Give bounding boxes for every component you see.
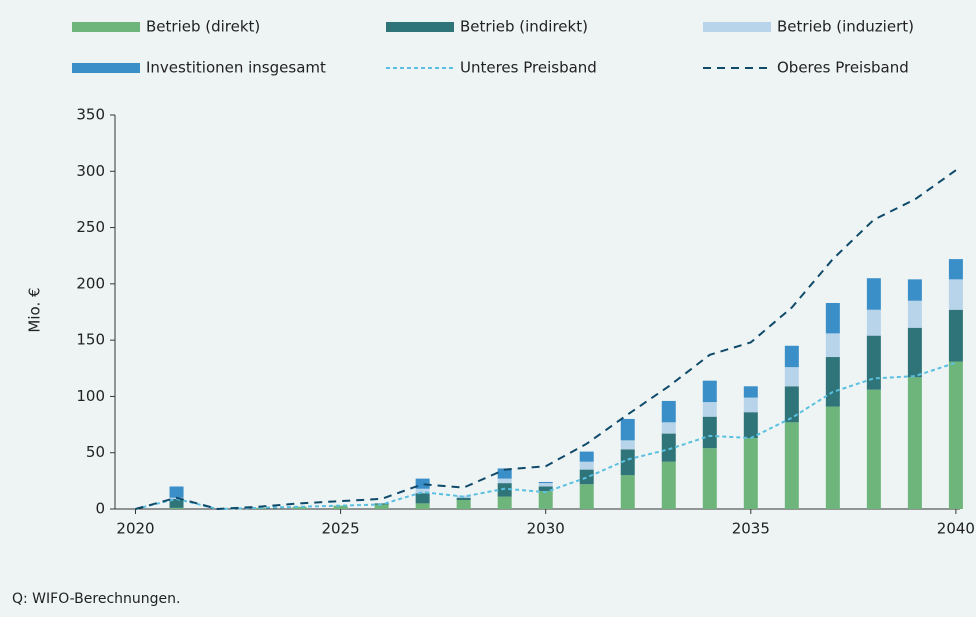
bar-segment (415, 493, 430, 504)
bar-segment (784, 386, 799, 423)
bar-segment (620, 440, 635, 450)
bar-segment (169, 498, 184, 508)
bar-segment (948, 259, 963, 280)
bar-segment (702, 402, 717, 417)
bar-segment (907, 300, 922, 328)
bar-segment (497, 468, 512, 479)
bar-segment (825, 302, 840, 334)
legend-label: Investitionen insgesamt (146, 59, 326, 77)
x-tick-label: 2035 (732, 520, 770, 538)
x-tick-label: 2040 (937, 520, 975, 538)
bar-segment (415, 488, 430, 494)
y-tick-label: 350 (76, 106, 105, 124)
bar-segment (333, 505, 348, 509)
bar-segment (661, 461, 676, 509)
bar-segment (784, 367, 799, 387)
legend-label: Oberes Preisband (777, 59, 909, 77)
bar-segment (456, 499, 471, 509)
legend-label: Betrieb (induziert) (777, 18, 914, 36)
x-tick-label: 2025 (322, 520, 360, 538)
y-tick-label: 50 (86, 443, 105, 461)
bar-segment (948, 309, 963, 362)
line (135, 361, 957, 511)
bar-segment (948, 361, 963, 509)
line (135, 169, 957, 511)
bar-segment (743, 386, 758, 398)
bar-segment (497, 483, 512, 497)
legend-label: Betrieb (indirekt) (460, 18, 588, 36)
y-tick-label: 0 (95, 500, 105, 518)
bar-segment (702, 448, 717, 509)
legend-swatch (72, 22, 140, 32)
bar-segment (661, 400, 676, 423)
bar-segment (661, 433, 676, 462)
bar-segment (169, 486, 184, 498)
bar-segment (743, 412, 758, 439)
bar-segment (907, 279, 922, 301)
bar-segment (743, 438, 758, 509)
y-tick-label: 250 (76, 218, 105, 236)
legend-label: Unteres Preisband (460, 59, 597, 77)
bar-segment (292, 506, 307, 509)
legend-swatch (72, 63, 140, 73)
bar-segment (538, 483, 553, 487)
bar-segment (620, 475, 635, 509)
bar-segment (620, 418, 635, 441)
bar-segment (661, 422, 676, 434)
bar-segment (579, 484, 594, 509)
bar-segment (169, 507, 184, 509)
y-tick-label: 100 (76, 387, 105, 405)
bar-segment (374, 504, 389, 509)
bar-segment (866, 278, 881, 310)
source-note: Q: WIFO-Berechnungen. (12, 591, 180, 607)
bar-segment (907, 377, 922, 509)
bar-segment (907, 327, 922, 378)
bar-segment (497, 496, 512, 509)
bar-segment (456, 497, 471, 500)
legend-swatch (386, 22, 454, 32)
bar-segment (702, 416, 717, 449)
bar-segment (866, 335, 881, 390)
bar-segment (620, 449, 635, 476)
bar-segment (415, 503, 430, 509)
x-tick-label: 2020 (116, 520, 154, 538)
bar-segment (784, 422, 799, 509)
y-tick-label: 300 (76, 162, 105, 180)
bar-segment (579, 451, 594, 462)
bar-segment (784, 345, 799, 368)
bar-segment (415, 478, 430, 489)
bar-segment (825, 357, 840, 407)
bar-segment (497, 478, 512, 484)
bar-segment (743, 397, 758, 413)
bar-segment (538, 481, 553, 484)
bar-segment (948, 279, 963, 310)
bar-segment (825, 406, 840, 509)
x-tick-label: 2030 (527, 520, 565, 538)
bar-segment (538, 486, 553, 491)
bar-segment (579, 469, 594, 485)
bar-segment (579, 461, 594, 470)
y-tick-label: 200 (76, 274, 105, 292)
bar-segment (866, 309, 881, 336)
bar-segment (538, 490, 553, 509)
bar-segment (825, 333, 840, 358)
bar-segment (866, 389, 881, 509)
legend-swatch (703, 22, 771, 32)
legend-label: Betrieb (direkt) (146, 18, 260, 36)
bar-segment (702, 380, 717, 403)
y-axis-label: Mio. € (26, 287, 44, 332)
y-tick-label: 150 (76, 331, 105, 349)
bar-segment (251, 507, 266, 509)
